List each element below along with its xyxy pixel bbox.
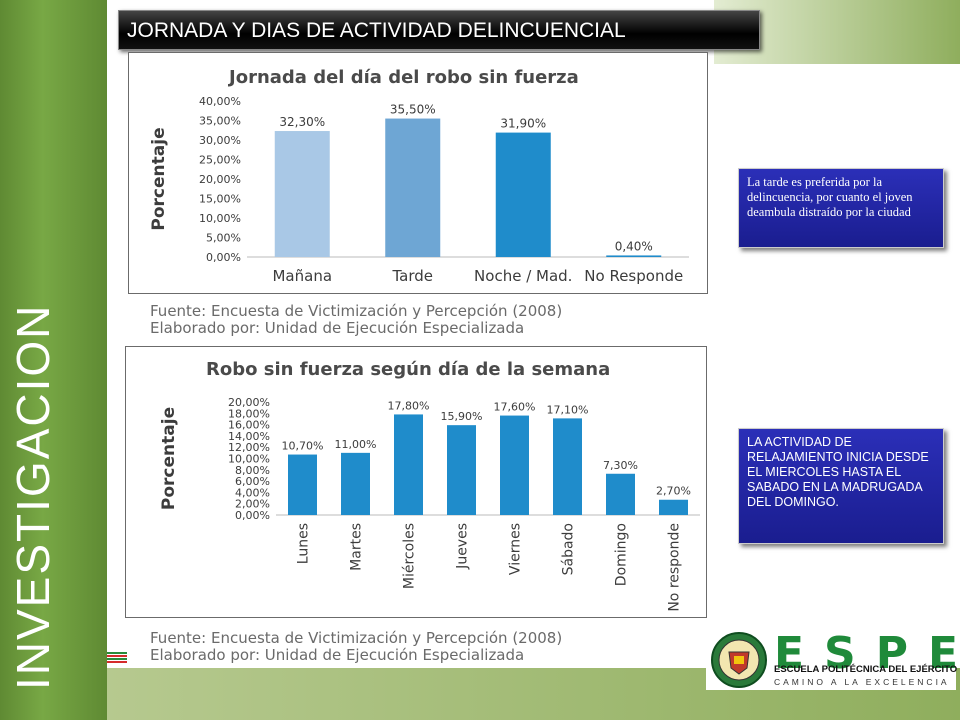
y-tick-label: 10,00%	[228, 453, 270, 466]
y-tick-label: 2,00%	[235, 498, 270, 511]
x-tick-label: Tarde	[391, 267, 433, 285]
author-line: Elaborado por: Unidad de Ejecución Espec…	[150, 646, 525, 664]
y-tick-label: 20,00%	[228, 396, 270, 409]
chart-dias: Robo sin fuerza según día de la semana Po…	[159, 359, 700, 612]
y-tick-label: 15,00%	[199, 193, 241, 206]
source-note-1: Fuente: Encuesta de Victimización y Perc…	[150, 303, 562, 337]
note-box-weekdays: LA ACTIVIDAD DE RELAJAMIENTO INICIA DESD…	[738, 428, 944, 544]
data-label: 17,10%	[547, 403, 589, 416]
bar	[495, 132, 551, 257]
x-tick-label: Lunes	[296, 523, 312, 564]
data-label: 7,30%	[603, 459, 638, 472]
y-tick-label: 35,00%	[199, 115, 241, 128]
y-tick-label: 25,00%	[199, 154, 241, 167]
data-label: 2,70%	[656, 485, 691, 498]
data-label: 17,80%	[388, 399, 430, 412]
bar	[394, 414, 423, 515]
espe-letters: ESPE	[774, 628, 960, 679]
data-label: 31,90%	[500, 117, 546, 131]
y-tick-label: 12,00%	[228, 441, 270, 454]
y-tick-label: 14,00%	[228, 430, 270, 443]
y-tick-label: 10,00%	[199, 212, 241, 225]
bar	[659, 499, 688, 515]
y-axis-label: Porcentaje	[149, 127, 169, 230]
x-tick-label: Martes	[349, 523, 365, 571]
bar	[274, 131, 330, 257]
y-axis-label: Porcentaje	[159, 407, 179, 510]
x-tick-label: No responde	[667, 523, 683, 612]
x-tick-label: Noche / Mad.	[474, 267, 572, 285]
y-tick-label: 0,00%	[206, 251, 241, 264]
y-tick-label: 16,00%	[228, 419, 270, 432]
chart-title: Jornada del día del robo sin fuerza	[227, 67, 579, 88]
data-label: 10,70%	[282, 440, 324, 453]
espe-crest-icon	[711, 632, 767, 688]
data-label: 11,00%	[335, 438, 377, 451]
y-tick-label: 20,00%	[199, 173, 241, 186]
bar	[447, 425, 476, 515]
note-box-afternoon: La tarde es preferida por la delincuenci…	[738, 168, 944, 248]
y-tick-label: 40,00%	[199, 95, 241, 108]
side-title: INVESTIGACION	[7, 303, 59, 690]
x-tick-label: Miércoles	[402, 523, 418, 589]
left-green-band	[0, 0, 107, 720]
y-tick-label: 4,00%	[235, 486, 270, 499]
espe-logo: ESPE ESCUELA POLITÉCNICA DEL EJÉRCITO CA…	[706, 628, 958, 690]
source-line: Fuente: Encuesta de Victimización y Perc…	[150, 629, 563, 647]
bar	[385, 118, 441, 257]
bar	[288, 454, 317, 515]
espe-school-name: ESCUELA POLITÉCNICA DEL EJÉRCITO	[774, 664, 958, 675]
chart-dias-panel: Robo sin fuerza según día de la semana Po…	[125, 346, 707, 618]
bar	[341, 452, 370, 515]
data-label: 15,90%	[441, 410, 483, 423]
bar	[500, 415, 529, 515]
espe-motto: CAMINO A LA EXCELENCIA	[774, 677, 950, 687]
y-tick-label: 30,00%	[199, 134, 241, 147]
chart-title: Robo sin fuerza según día de la semana	[206, 359, 610, 380]
x-tick-label: Mañana	[272, 267, 332, 285]
data-label: 32,30%	[279, 115, 325, 129]
chart-jornada-panel: Jornada del día del robo sin fuerza Porce…	[128, 52, 708, 294]
source-note-2: Fuente: Encuesta de Victimización y Perc…	[150, 630, 562, 664]
bar	[606, 473, 635, 515]
y-tick-label: 5,00%	[206, 232, 241, 245]
chart-jornada: Jornada del día del robo sin fuerza Porce…	[149, 67, 689, 285]
x-tick-label: Viernes	[508, 523, 524, 575]
page-title: JORNADA Y DIAS DE ACTIVIDAD DELINCUENCIA…	[118, 10, 760, 50]
author-line: Elaborado por: Unidad de Ejecución Espec…	[150, 319, 525, 337]
bar	[553, 418, 582, 515]
decorative-stripes	[107, 652, 127, 664]
source-line: Fuente: Encuesta de Victimización y Perc…	[150, 302, 563, 320]
data-label: 0,40%	[615, 239, 653, 253]
x-tick-label: Sábado	[561, 523, 577, 575]
y-tick-label: 8,00%	[235, 464, 270, 477]
y-tick-label: 6,00%	[235, 475, 270, 488]
data-label: 35,50%	[390, 103, 436, 117]
y-tick-label: 18,00%	[228, 407, 270, 420]
x-tick-label: No Responde	[584, 267, 683, 285]
y-tick-label: 0,00%	[235, 509, 270, 522]
x-tick-label: Domingo	[614, 523, 630, 586]
bar	[606, 255, 662, 257]
data-label: 17,60%	[494, 401, 536, 414]
x-tick-label: Jueves	[455, 523, 471, 570]
